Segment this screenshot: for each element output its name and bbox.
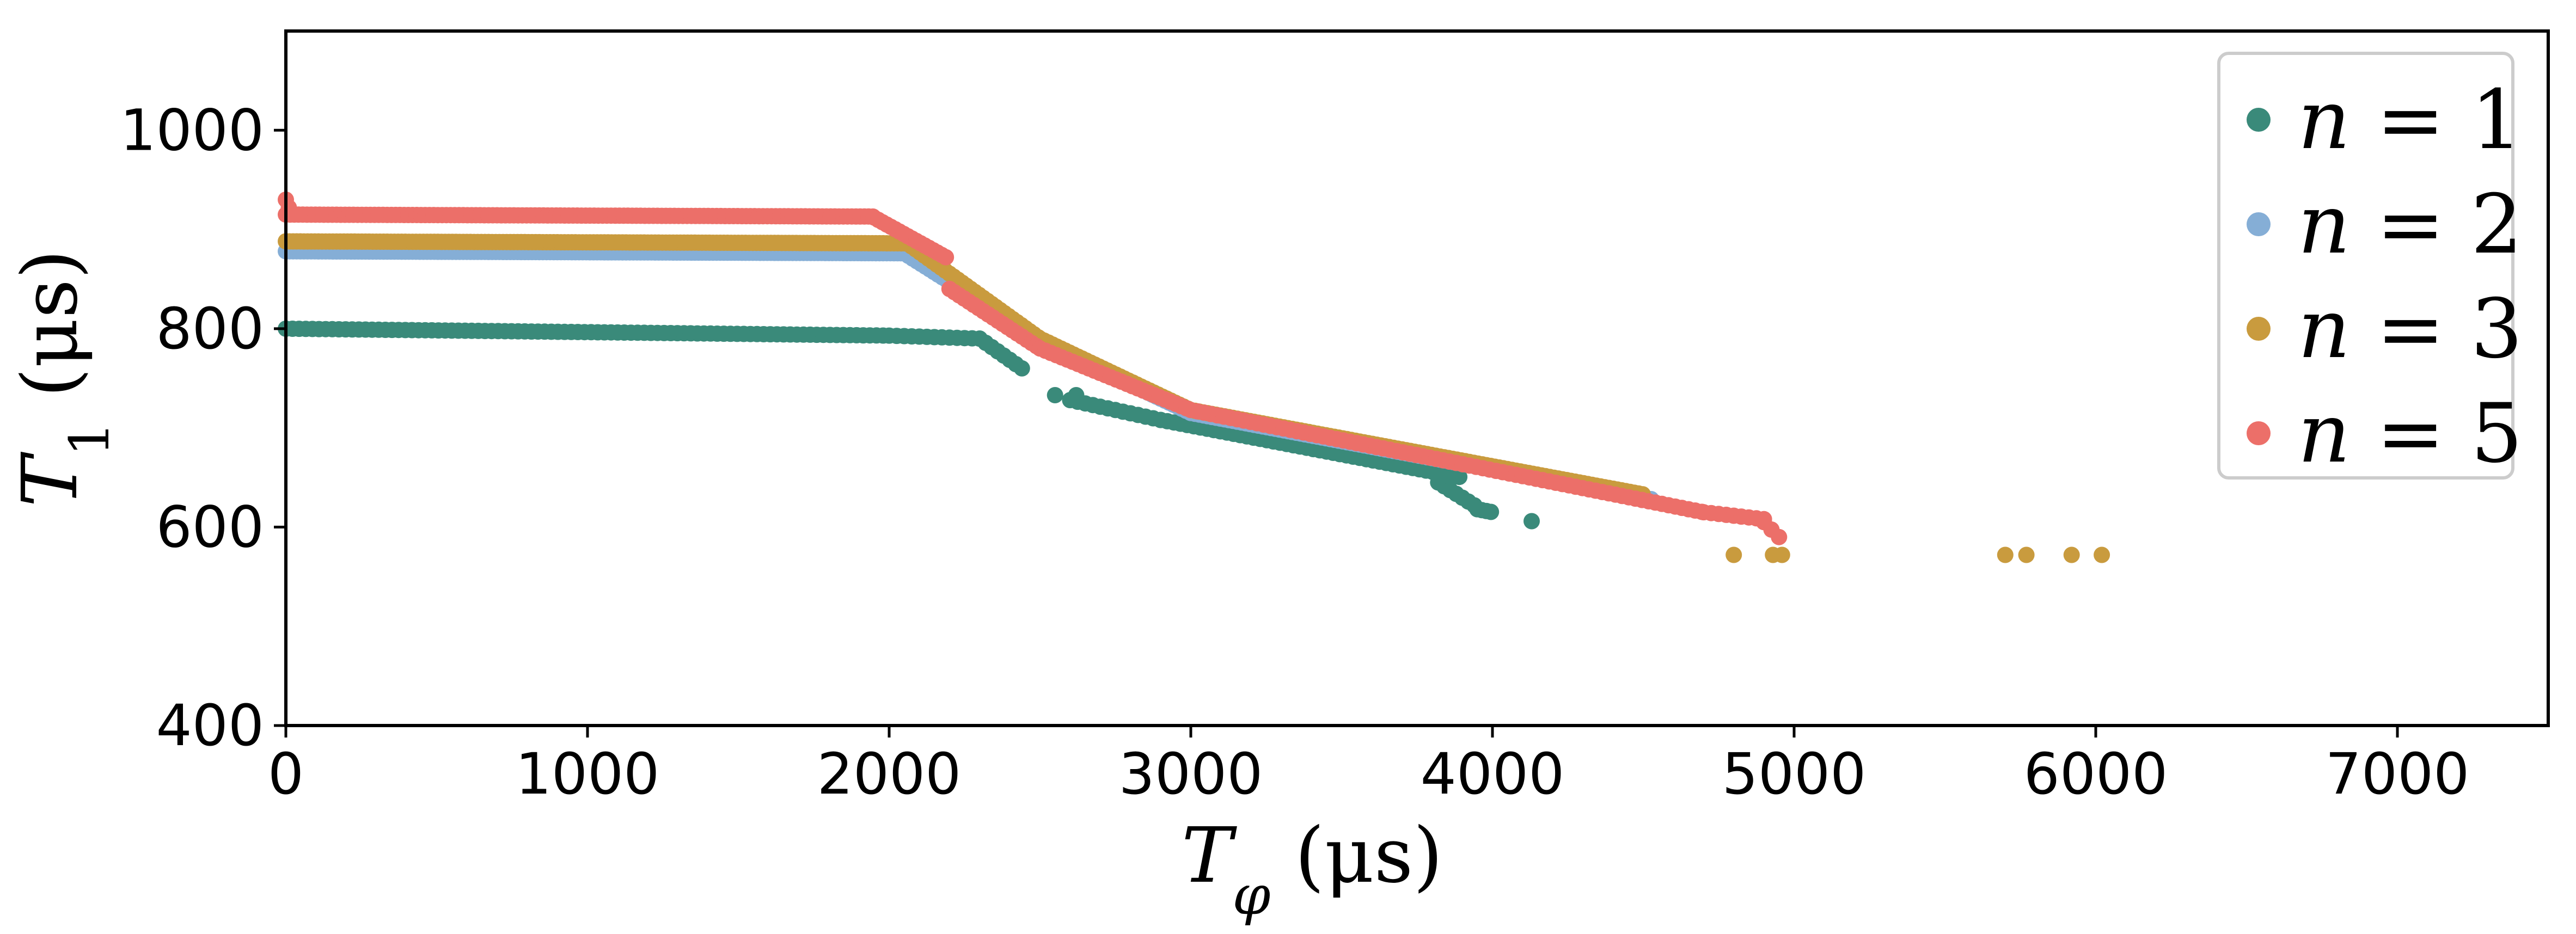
data-point — [1523, 513, 1540, 530]
legend-marker-3 — [2247, 317, 2271, 341]
plot-frame — [284, 29, 2550, 727]
y-tick-label: 1000 — [120, 97, 264, 163]
legend-box — [2217, 52, 2514, 480]
data-point — [2018, 546, 2035, 563]
series-5 — [278, 191, 1788, 545]
x-tick-label: 3000 — [1119, 741, 1263, 807]
series-1 — [278, 320, 1540, 530]
data-point — [938, 249, 954, 266]
data-point — [1483, 503, 1500, 520]
legend-marker-5 — [2247, 421, 2271, 445]
data-point — [1997, 546, 2014, 563]
data-point — [280, 199, 297, 216]
legend-label-2: n = 2 — [2298, 177, 2523, 272]
data-point — [1726, 546, 1742, 563]
x-tick-label: 0 — [268, 741, 304, 807]
x-tick-label: 2000 — [817, 741, 962, 807]
data-point — [1013, 360, 1030, 377]
legend-marker-1 — [2247, 108, 2271, 132]
data-point — [1451, 469, 1468, 486]
y-axis: 400 600 800 1000 — [120, 97, 286, 759]
scatter-marks — [278, 191, 2110, 563]
y-tick-label: 400 — [156, 692, 264, 759]
x-tick-label: 7000 — [2326, 741, 2470, 807]
legend-label-1: n = 1 — [2298, 73, 2523, 168]
data-point — [1068, 387, 1085, 403]
data-point — [1047, 387, 1063, 403]
y-tick-label: 800 — [156, 296, 264, 362]
legend-marker-2 — [2247, 212, 2271, 236]
x-tick-label: 6000 — [2024, 741, 2168, 807]
data-point — [1773, 546, 1790, 563]
x-tick-label: 4000 — [1421, 741, 1565, 807]
data-point — [1771, 529, 1788, 545]
x-tick-label: 1000 — [516, 741, 660, 807]
data-point — [2094, 546, 2110, 563]
legend-label-5: n = 5 — [2298, 386, 2523, 481]
legend: n = 1n = 2 n = 3n = 5 — [2217, 52, 2523, 481]
y-axis-label: T1 (μs) — [6, 249, 121, 507]
data-point — [2063, 546, 2080, 563]
x-axis-label: Tφ (μs) — [1182, 812, 1443, 927]
legend-label-3: n = 3 — [2298, 282, 2523, 377]
x-axis: 0 1000 2000 3000 4000 5000 6000 7000 — [268, 726, 2469, 807]
y-tick-label: 600 — [156, 494, 264, 560]
x-tick-label: 5000 — [1722, 741, 1867, 807]
